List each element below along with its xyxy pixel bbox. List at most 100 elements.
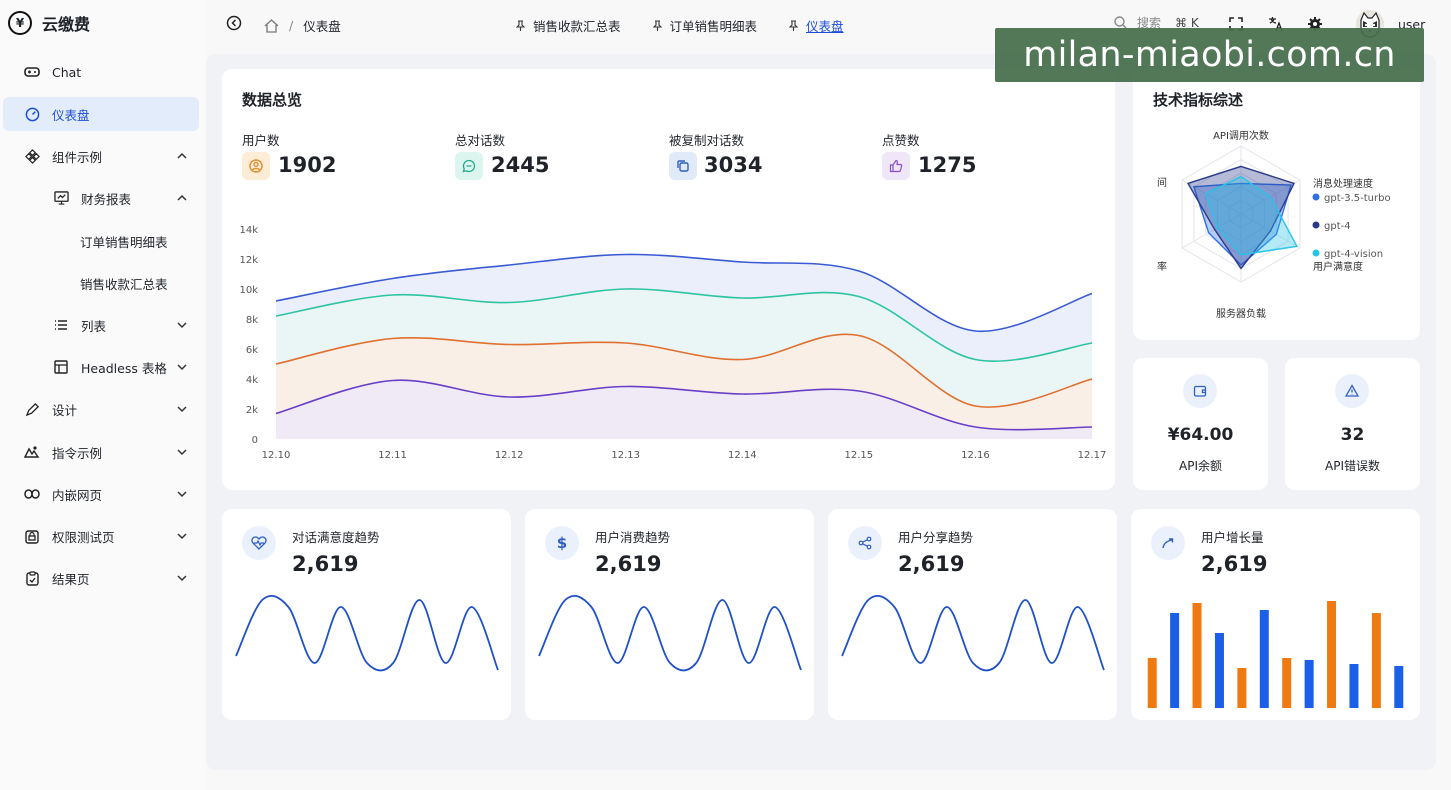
sidebar-item-sales-summary[interactable]: 销售收款汇总表 — [3, 266, 199, 300]
bar — [1192, 603, 1202, 708]
heart-pulse-icon — [242, 526, 276, 560]
dollar-icon: $ — [545, 526, 579, 560]
settings-gear-icon[interactable] — [1307, 16, 1323, 32]
sidebar-item-list[interactable]: 列表 — [3, 308, 199, 342]
tab-sales-summary[interactable]: 销售收款汇总表 — [516, 16, 621, 35]
mini-card-value: 2,619 — [595, 552, 662, 576]
api-errors-card: 32 API错误数 — [1285, 358, 1420, 490]
copy-icon — [669, 152, 697, 180]
sidebar-item-directives[interactable]: 指令示例 — [3, 435, 199, 469]
share-icon — [848, 526, 882, 560]
overview-title: 数据总览 — [242, 91, 303, 109]
radar-indicator-label: 消息处理速度 — [1313, 177, 1373, 190]
chevron-up-icon — [177, 194, 187, 201]
sidebar-item-finance[interactable]: 财务报表 — [3, 181, 199, 215]
bar — [1170, 613, 1180, 708]
x-tick-label: 12.11 — [378, 450, 407, 461]
mini-card-title: 用户分享趋势 — [898, 530, 974, 545]
tab-bar: 销售收款汇总表 订单销售明细表 仪表盘 — [516, 16, 876, 35]
bar — [1259, 610, 1269, 708]
pin-icon — [789, 19, 799, 31]
bar — [1304, 660, 1314, 708]
mini-card-value: 2,619 — [1201, 552, 1268, 576]
stat-value-copied: 3034 — [704, 153, 763, 177]
sparkline-line — [841, 594, 1105, 672]
sidebar-item-dashboard[interactable]: 仪表盘 — [3, 97, 199, 131]
search-placeholder: 搜索 — [1137, 16, 1162, 30]
sidebar-item-components[interactable]: 组件示例 — [3, 139, 199, 173]
chevron-down-icon — [177, 449, 187, 456]
stat-label-likes: 点赞数 — [882, 133, 920, 148]
bar — [1327, 601, 1337, 708]
consumption-trend-card: $ 用户消费趋势 2,619 — [525, 509, 814, 720]
link-icon — [24, 486, 40, 502]
search-input[interactable]: 搜索 ⌘ K — [1114, 14, 1199, 31]
search-icon — [1114, 16, 1127, 29]
sidebar-item-permissions[interactable]: 权限测试页 — [3, 519, 199, 553]
sidebar-item-label: 指令示例 — [52, 445, 103, 461]
clipboard-icon — [24, 570, 40, 586]
stat-value-conversations: 2445 — [491, 153, 550, 177]
radar-indicator-label: 间 — [1157, 176, 1167, 189]
sidebar-item-headless-table[interactable]: Headless 表格 — [3, 350, 199, 384]
series-area — [276, 380, 1092, 439]
pen-icon — [24, 401, 40, 417]
y-tick-label: 14k — [239, 225, 258, 236]
sidebar-item-result[interactable]: 结果页 — [3, 561, 199, 595]
sidebar-item-label: 列表 — [81, 318, 107, 334]
table-icon — [53, 359, 69, 375]
sidebar: ¥ 云缴费 Chat 仪表盘 组件示例 财务报表 订单销售明细表 销售收款汇总表… — [0, 0, 206, 790]
collapse-sidebar-icon[interactable] — [226, 15, 242, 31]
x-tick-label: 12.10 — [262, 450, 291, 461]
bar — [1147, 658, 1157, 708]
mini-card-title: 对话满意度趋势 — [292, 530, 380, 545]
mini-card-title: 用户消费趋势 — [595, 530, 671, 545]
chevron-down-icon — [177, 533, 187, 540]
radar-series — [1192, 182, 1292, 266]
wallet-icon — [1183, 374, 1217, 408]
series-line — [275, 253, 1093, 332]
growth-icon — [1151, 526, 1185, 560]
growth-card: 用户增长量 2,619 — [1131, 509, 1420, 720]
tab-dashboard[interactable]: 仪表盘 — [789, 16, 844, 35]
radar-axis — [1181, 179, 1242, 215]
chat-bubble-icon — [455, 152, 483, 180]
stat-value-users: 1902 — [278, 153, 337, 177]
legend-label: gpt-4-vision — [1324, 249, 1383, 260]
bar — [1349, 664, 1359, 708]
list-icon — [53, 317, 69, 333]
chevron-down-icon — [177, 491, 187, 498]
mini-card-title: 用户增长量 — [1201, 530, 1264, 545]
fullscreen-icon[interactable] — [1228, 16, 1244, 32]
search-shortcut: ⌘ K — [1175, 15, 1199, 30]
overview-card: 数据总览 用户数 1902 总对话数 2445 被复制对话数 3034 点赞数 … — [222, 69, 1115, 490]
bar — [1371, 613, 1381, 708]
user-icon — [242, 152, 270, 180]
legend-swatch — [1312, 249, 1320, 257]
y-tick-label: 4k — [246, 375, 258, 386]
pin-icon — [652, 19, 662, 31]
components-icon — [24, 148, 40, 164]
radar-indicator-label: API调用次数 — [1213, 129, 1269, 142]
legend-swatch — [1312, 221, 1320, 229]
sidebar-item-label: 财务报表 — [81, 191, 132, 207]
radar-indicator-label: 服务器负载 — [1216, 307, 1266, 320]
sidebar-item-label: Chat — [52, 64, 82, 80]
thumbs-up-icon — [882, 152, 910, 180]
sidebar-item-chat[interactable]: Chat — [3, 55, 199, 89]
app-logo[interactable]: ¥ 云缴费 — [8, 10, 90, 36]
sparkline-chart — [235, 594, 499, 672]
sidebar-item-design[interactable]: 设计 — [3, 392, 199, 426]
sidebar-item-order-detail[interactable]: 订单销售明细表 — [3, 224, 199, 258]
y-tick-label: 6k — [246, 345, 258, 356]
sidebar-item-embedded[interactable]: 内嵌网页 — [3, 477, 199, 511]
sparkline-chart — [538, 594, 802, 672]
logo-icon: ¥ — [8, 11, 32, 35]
home-icon[interactable] — [264, 18, 279, 33]
api-errors-label: API错误数 — [1325, 459, 1380, 473]
tab-order-detail[interactable]: 订单销售明细表 — [652, 16, 757, 35]
directive-icon — [24, 444, 40, 460]
y-tick-label: 10k — [239, 285, 258, 296]
lock-icon — [24, 528, 40, 544]
radar-series — [1204, 175, 1299, 256]
